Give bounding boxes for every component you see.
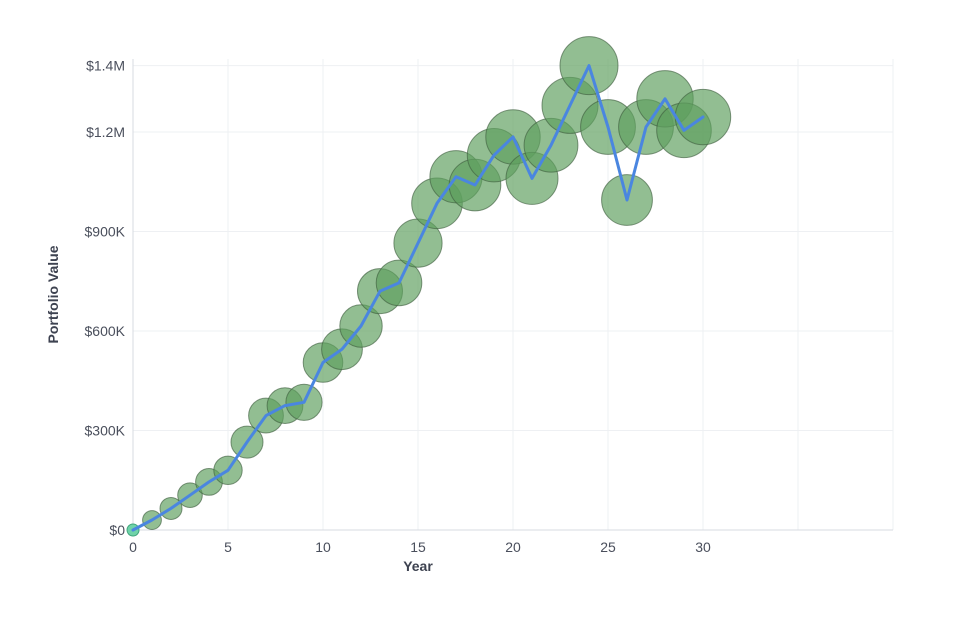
y-tick-label: $900K (85, 223, 126, 239)
x-tick-label: 15 (410, 539, 426, 555)
bubbles (126, 36, 732, 537)
y-tick-label: $1.4M (86, 58, 125, 74)
x-tick-label: 5 (224, 539, 232, 555)
y-tick-label: $1.2M (86, 124, 125, 140)
tick-labels: 0 5 10 15 20 25 30 $0 $300K $600K $900K $1.2M $1.4M (85, 58, 711, 555)
y-tick-label: $300K (85, 422, 126, 438)
axes (132, 59, 893, 531)
series-line (131, 64, 705, 532)
y-tick-label: $0 (109, 522, 125, 538)
x-tick-label: 25 (600, 539, 616, 555)
x-axis-title: Year (403, 558, 433, 574)
series-line-layer (131, 64, 705, 532)
y-tick-label: $600K (85, 323, 126, 339)
y-axis-title: Portfolio Value (45, 245, 61, 343)
x-tick-label: 20 (505, 539, 521, 555)
x-tick-label: 0 (129, 539, 137, 555)
x-tick-label: 10 (315, 539, 331, 555)
x-tick-label: 30 (695, 539, 711, 555)
